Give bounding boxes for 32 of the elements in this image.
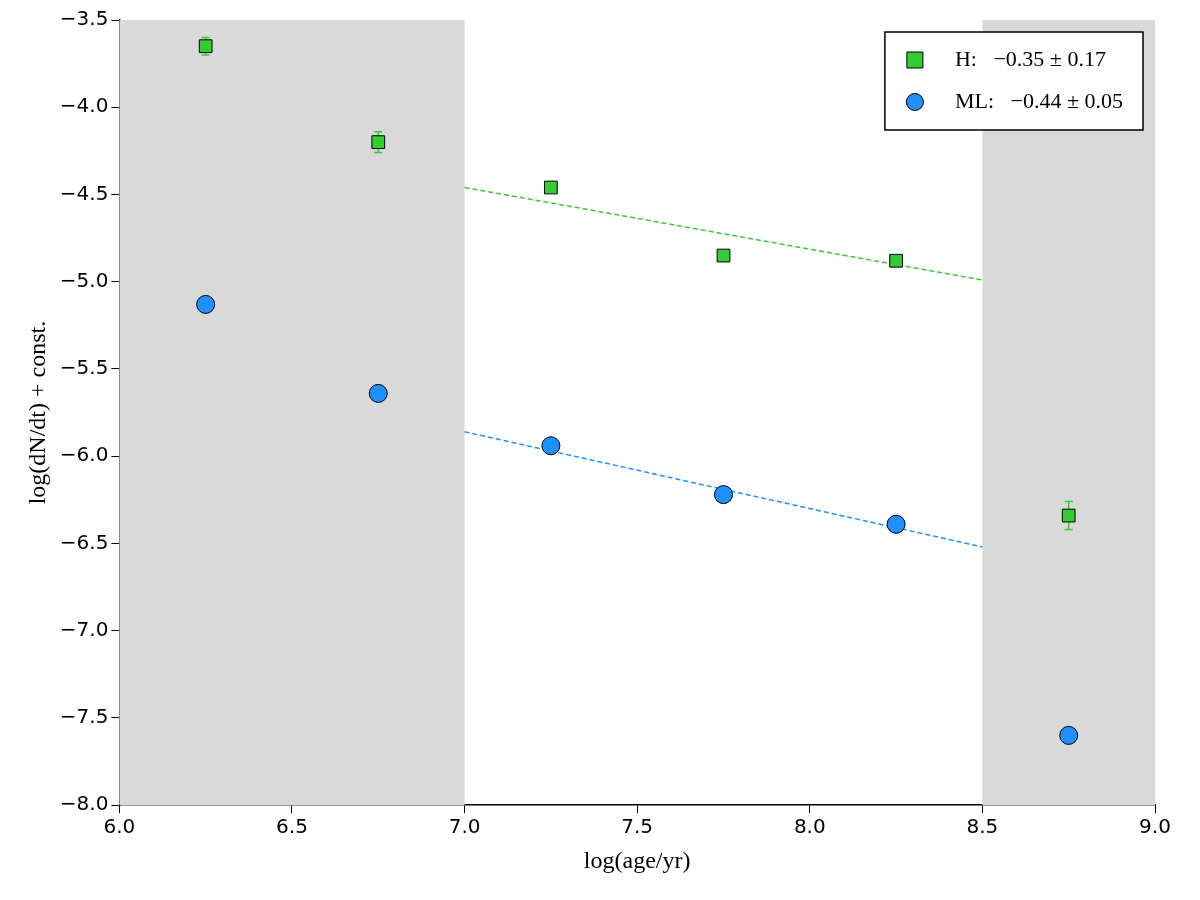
x-tick-label: 8.0 [793,814,826,839]
point [371,135,386,150]
y-tick-label: −7.5 [59,704,109,729]
point [544,180,558,195]
y-tick-label: −4.0 [59,93,109,118]
point [886,514,906,534]
point [889,253,903,268]
y-tick-label: −8.0 [59,791,109,816]
point [1061,508,1076,523]
x-tick-label: 9.0 [1139,814,1171,839]
point [713,485,733,505]
y-tick-label: −6.5 [59,529,109,554]
y-tick-label: −5.0 [59,267,109,292]
x-tick-label: 7.0 [448,814,481,839]
y-tick-label: −4.5 [59,180,109,205]
point [196,294,216,314]
legend-label: ML: −0.44 ± 0.05 [954,87,1123,113]
y-tick-label: −6.0 [59,442,109,467]
y-tick-label: −7.0 [59,616,109,641]
y-tick-label: −3.5 [59,6,109,31]
y-axis-title: log(dN/dt) + const. [23,320,50,505]
x-tick-label: 6.0 [103,814,136,839]
point [716,248,731,263]
x-tick-label: 6.5 [276,814,308,839]
point [1059,725,1079,745]
point [541,436,561,456]
legend-label: H: −0.35 ± 0.17 [954,45,1106,71]
x-tick-label: 8.5 [966,814,999,839]
point [368,383,388,403]
x-tick-label: 7.5 [621,814,654,839]
y-tick-label: −5.5 [59,355,109,380]
x-axis-title: log(age/yr) [583,846,691,873]
